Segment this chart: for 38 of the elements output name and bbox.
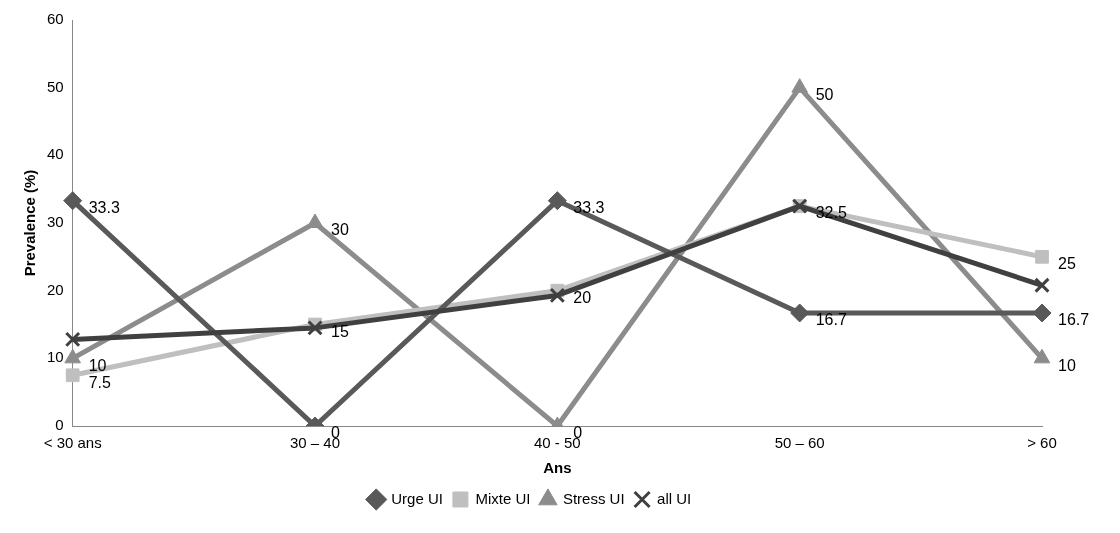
point [65, 368, 80, 383]
data-label: 33.3 [88, 199, 120, 217]
point [1034, 277, 1050, 294]
point [64, 331, 81, 348]
legend-label: Mixte UI [475, 489, 531, 507]
y-tick-label: 0 [55, 416, 64, 434]
point [1032, 303, 1052, 323]
point [549, 287, 566, 304]
y-tick-label: 30 [47, 213, 64, 231]
data-label: 16.7 [1058, 311, 1090, 329]
y-tick-label: 20 [47, 280, 64, 298]
legend-label: all UI [657, 489, 692, 507]
data-label: 30 [331, 221, 349, 239]
data-label: 50 [815, 86, 834, 104]
data-label: 16.7 [815, 311, 847, 329]
point [307, 320, 323, 336]
y-tick-label: 60 [47, 10, 64, 28]
x-axis-title: Ans [543, 459, 572, 477]
x-tick-label: 50 – 60 [774, 434, 825, 452]
data-label: 15 [331, 322, 349, 340]
x-tick-label: < 30 ans [43, 434, 102, 452]
data-label: 33.3 [573, 199, 605, 217]
y-axis-title: Prevalence (%) [21, 169, 39, 277]
point [63, 191, 83, 211]
point [547, 191, 567, 211]
data-label: 25 [1058, 255, 1076, 273]
legend-label: Stress UI [562, 489, 625, 507]
point [790, 303, 810, 323]
x-tick-label: > 60 [1027, 434, 1057, 452]
data-label: 20 [573, 289, 592, 307]
y-tick-label: 10 [47, 348, 64, 366]
point [1035, 249, 1049, 264]
data-label: 10 [88, 356, 107, 374]
y-tick-label: 40 [47, 145, 64, 163]
legend-label: Urge UI [391, 489, 443, 507]
y-tick-label: 50 [47, 77, 64, 95]
data-label: 10 [1058, 356, 1076, 374]
data-label: 7.5 [88, 373, 112, 391]
